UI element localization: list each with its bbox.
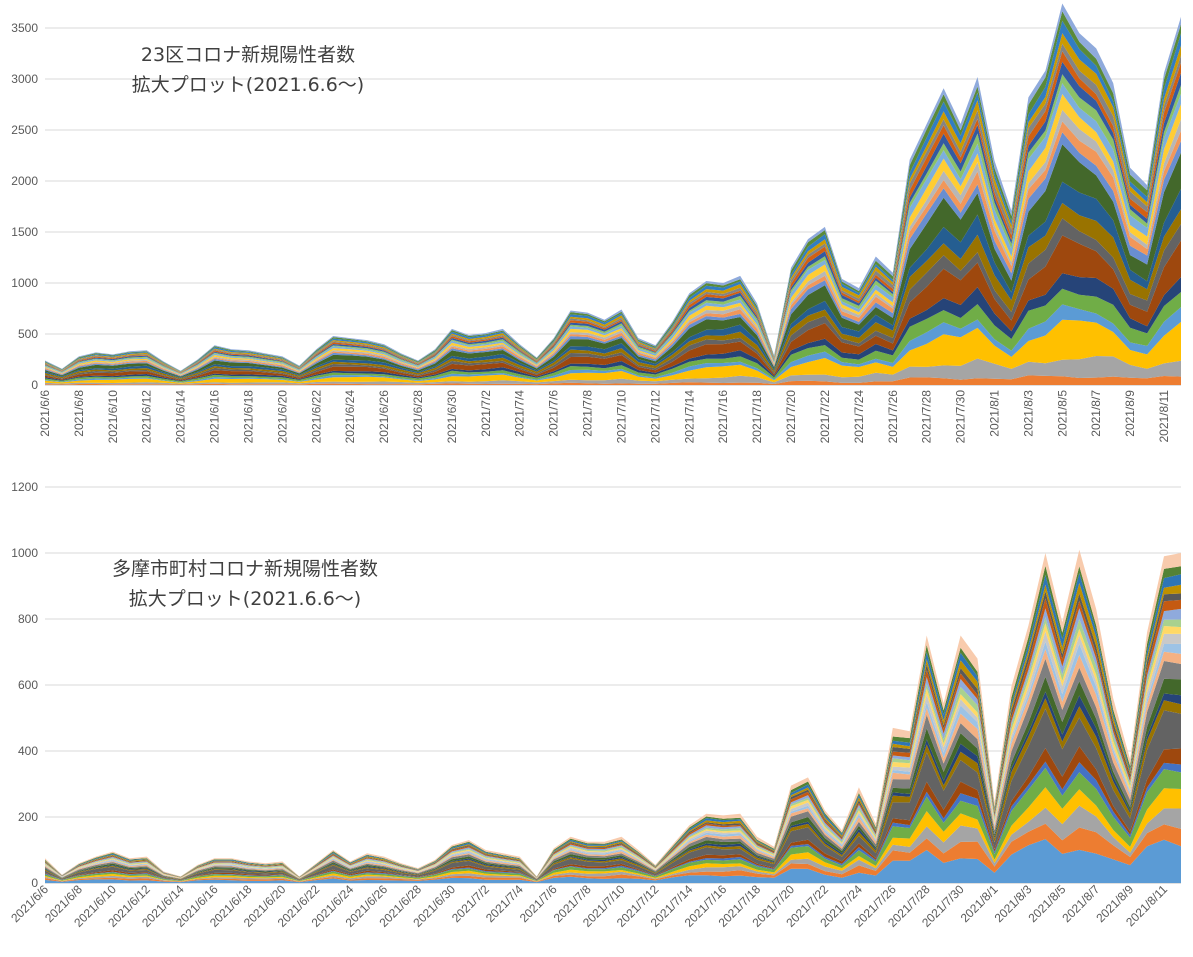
y-tick-label: 2500 xyxy=(11,123,38,137)
y-tick-label: 200 xyxy=(18,810,38,824)
x-tick-label: 2021/6/14 xyxy=(174,390,188,444)
x-tick-label: 2021/7/30 xyxy=(954,390,968,444)
x-tick-label: 2021/8/7 xyxy=(1089,390,1103,437)
x-tick-label: 2021/7/28 xyxy=(920,390,934,444)
chart-tama: 0 200 400 600 800 1000 1200 2021/6/62021/6/820… xyxy=(8,480,1181,930)
stacked-areas-tama xyxy=(45,549,1181,883)
x-tick-label: 2021/7/16 xyxy=(716,390,730,444)
y-tick-label: 400 xyxy=(18,744,38,758)
area-series xyxy=(45,181,1181,379)
x-tick-label: 2021/6/6 xyxy=(38,390,52,437)
chart-title-line1: 23区コロナ新規陽性者数 xyxy=(141,44,355,66)
area-series xyxy=(45,304,1181,383)
chart-title-line1: 多摩市町村コロナ新規陽性者数 xyxy=(112,558,378,580)
y-tick-labels-tama: 0 200 400 600 800 1000 1200 xyxy=(11,480,38,890)
x-tick-label: 2021/6/22 xyxy=(309,390,323,444)
area-series xyxy=(45,805,1181,882)
x-tick-label: 2021/7/24 xyxy=(852,390,866,444)
chart-title-line2: 拡大プロット(2021.6.6～) xyxy=(129,588,361,610)
stacked-areas-23ku xyxy=(45,3,1181,385)
x-tick-label: 2021/6/10 xyxy=(106,390,120,444)
x-tick-label: 2021/6/26 xyxy=(377,390,391,444)
x-tick-label: 2021/8/9 xyxy=(1123,390,1137,437)
x-tick-labels-23ku: 2021/6/6 2021/6/8 2021/6/10 2021/6/12 2021/6… xyxy=(38,390,1171,444)
y-tick-label: 1200 xyxy=(11,480,38,494)
x-tick-label: 2021/6/20 xyxy=(275,390,289,444)
area-series xyxy=(45,144,1181,378)
x-tick-label: 2021/6/24 xyxy=(343,390,357,444)
y-tick-label: 0 xyxy=(31,378,38,392)
area-series xyxy=(45,319,1181,384)
area-series xyxy=(45,839,1181,883)
y-tick-label: 3000 xyxy=(11,72,38,86)
y-tick-labels-23ku: 0 500 1000 1500 2000 2500 3000 3500 xyxy=(11,21,38,392)
area-series xyxy=(45,356,1181,385)
x-tick-label: 2021/7/2 xyxy=(479,390,493,437)
y-tick-label: 1500 xyxy=(11,225,38,239)
y-tick-label: 1000 xyxy=(11,546,38,560)
y-tick-label: 800 xyxy=(18,612,38,626)
x-tick-label: 2021/7/26 xyxy=(886,390,900,444)
y-tick-label: 1000 xyxy=(11,276,38,290)
area-series xyxy=(45,288,1181,383)
y-tick-label: 500 xyxy=(18,327,38,341)
x-tick-label: 2021/7/10 xyxy=(614,390,628,444)
x-tick-label: 2021/6/16 xyxy=(208,390,222,444)
x-tick-label: 2021/6/28 xyxy=(411,390,425,444)
area-series xyxy=(45,375,1181,385)
area-series xyxy=(45,235,1181,381)
x-tick-label: 2021/7/18 xyxy=(750,390,764,444)
y-tick-label: 0 xyxy=(31,876,38,890)
x-tick-label: 2021/7/6 xyxy=(547,390,561,437)
area-series xyxy=(45,823,1181,883)
x-tick-labels-tama: 2021/6/62021/6/82021/6/102021/6/122021/6… xyxy=(8,882,1170,930)
x-tick-label: 2021/6/8 xyxy=(72,390,86,437)
x-tick-label: 2021/6/12 xyxy=(140,390,154,444)
x-tick-label: 2021/7/22 xyxy=(818,390,832,444)
chart-title-line2: 拡大プロット(2021.6.6～) xyxy=(132,74,364,96)
y-tick-label: 600 xyxy=(18,678,38,692)
x-tick-label: 2021/7/20 xyxy=(784,390,798,444)
x-tick-label: 2021/8/1 xyxy=(987,390,1001,437)
x-tick-label: 2021/6/30 xyxy=(445,390,459,444)
x-tick-label: 2021/7/12 xyxy=(648,390,662,444)
x-tick-label: 2021/8/3 xyxy=(1021,390,1035,437)
x-tick-label: 2021/7/14 xyxy=(682,390,696,444)
area-series xyxy=(45,203,1181,379)
x-tick-label: 2021/6/18 xyxy=(241,390,255,444)
area-series xyxy=(45,273,1181,382)
y-tick-label: 3500 xyxy=(11,21,38,35)
x-tick-label: 2021/8/5 xyxy=(1055,390,1069,437)
x-tick-label: 2021/7/8 xyxy=(581,390,595,437)
y-gridlines-23ku xyxy=(45,27,1181,386)
area-series xyxy=(45,218,1181,380)
y-tick-label: 2000 xyxy=(11,174,38,188)
x-tick-label: 2021/7/4 xyxy=(513,390,527,437)
x-tick-label: 2021/8/11 xyxy=(1157,390,1171,443)
